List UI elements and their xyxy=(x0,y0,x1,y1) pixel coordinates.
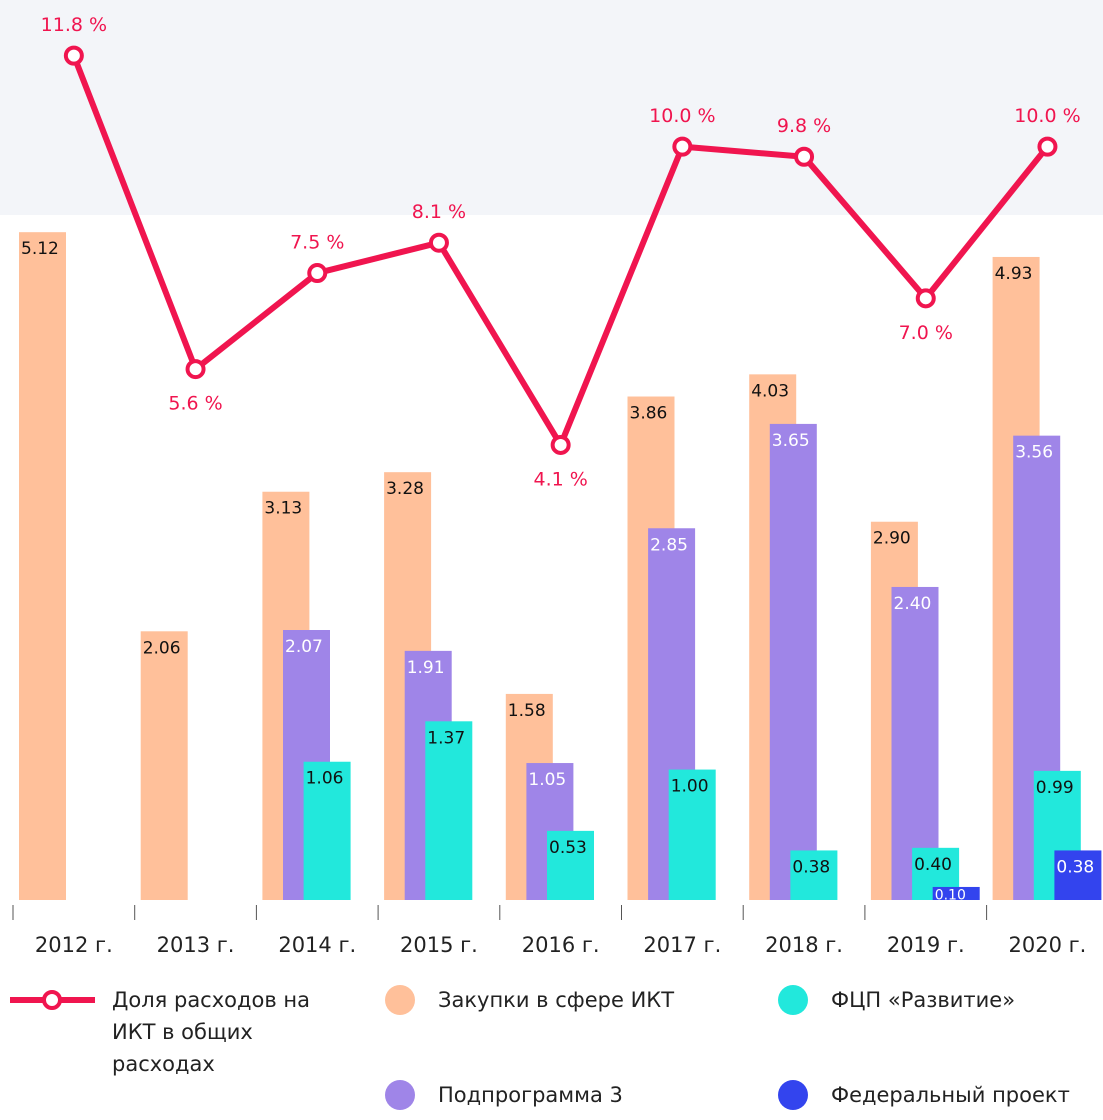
legend-swatch xyxy=(778,985,808,1015)
legend-label: Федеральный проект xyxy=(831,1083,1070,1107)
line-value-label: 10.0 % xyxy=(649,105,715,127)
bar xyxy=(425,721,473,900)
x-tick-label: 2014 г. xyxy=(278,933,356,957)
bar xyxy=(668,769,716,900)
bar-value-label: 3.13 xyxy=(264,499,302,519)
legend-line-point xyxy=(42,990,62,1010)
legend-label: ФЦП «Развитие» xyxy=(831,988,1016,1012)
bar-value-label: 2.06 xyxy=(143,638,181,658)
line-point xyxy=(794,146,815,167)
x-tick-label: 2013 г. xyxy=(157,933,235,957)
bar-value-label: 4.03 xyxy=(751,381,789,401)
x-tick-label: 2017 г. xyxy=(643,933,721,957)
legend-label: Закупки в сфере ИКТ xyxy=(438,988,675,1012)
line-value-label: 8.1 % xyxy=(412,201,466,223)
x-tick-label: 2020 г. xyxy=(1009,933,1087,957)
line-point xyxy=(672,136,693,157)
line-value-label: 9.8 % xyxy=(777,115,831,137)
background-band xyxy=(0,0,1103,215)
bar-value-label: 1.05 xyxy=(528,770,566,790)
bar-value-label: 2.90 xyxy=(873,529,911,549)
bar-value-label: 1.91 xyxy=(407,658,445,678)
x-tick-label: 2012 г. xyxy=(35,933,113,957)
line-value-label: 10.0 % xyxy=(1014,105,1080,127)
line-value-label: 5.6 % xyxy=(168,393,222,415)
bar-value-label: 3.28 xyxy=(386,479,424,499)
line-value-label: 11.8 % xyxy=(41,14,107,36)
bar-value-label: 0.38 xyxy=(792,857,830,877)
bar-value-label: 3.65 xyxy=(772,431,810,451)
line-point xyxy=(1037,136,1058,157)
x-tick-label: 2019 г. xyxy=(887,933,965,957)
bar xyxy=(140,631,188,900)
bar-value-label: 3.56 xyxy=(1015,443,1053,463)
bar-value-label: 1.37 xyxy=(427,728,465,748)
x-tick-label: 2015 г. xyxy=(400,933,478,957)
bar-value-label: 5.12 xyxy=(21,239,59,259)
legend-swatch xyxy=(778,1080,808,1110)
legend-label: Подпрограмма 3 xyxy=(438,1083,623,1107)
line-value-label: 7.5 % xyxy=(290,232,344,254)
bar xyxy=(790,850,838,900)
line-point xyxy=(63,45,84,66)
legend-swatch xyxy=(385,985,415,1015)
bar-value-label: 0.99 xyxy=(1036,778,1074,798)
bar-value-label: 1.00 xyxy=(671,777,709,797)
x-tick-label: 2018 г. xyxy=(765,933,843,957)
bar-value-label: 2.85 xyxy=(650,535,688,555)
line-point xyxy=(915,288,936,309)
bar-value-label: 1.58 xyxy=(508,701,546,721)
bar-value-label: 0.10 xyxy=(935,887,966,903)
bar xyxy=(19,232,66,900)
line-point xyxy=(428,232,449,253)
line-value-label: 4.1 % xyxy=(533,468,587,490)
line-value-label: 7.0 % xyxy=(899,322,953,344)
bar-value-label: 2.07 xyxy=(285,637,323,657)
bar-value-label: 4.93 xyxy=(995,264,1033,284)
bar xyxy=(547,830,594,900)
bar-value-label: 0.40 xyxy=(914,855,952,875)
line-point xyxy=(307,263,328,284)
line-point xyxy=(550,434,571,455)
x-tick-label: 2016 г. xyxy=(522,933,600,957)
bar-value-label: 1.06 xyxy=(306,769,344,789)
bar xyxy=(932,886,980,900)
bar-value-label: 0.53 xyxy=(549,838,587,858)
bar xyxy=(769,423,817,900)
bar xyxy=(303,761,351,900)
line-point xyxy=(185,359,206,380)
bar xyxy=(1054,850,1102,900)
bar-value-label: 0.38 xyxy=(1056,857,1094,877)
bar-value-label: 3.86 xyxy=(630,404,668,424)
bar-value-label: 2.40 xyxy=(894,594,932,614)
legend-label: Доля расходов на ИКТ в общих расходах xyxy=(112,988,311,1076)
legend-swatch xyxy=(385,1080,415,1110)
